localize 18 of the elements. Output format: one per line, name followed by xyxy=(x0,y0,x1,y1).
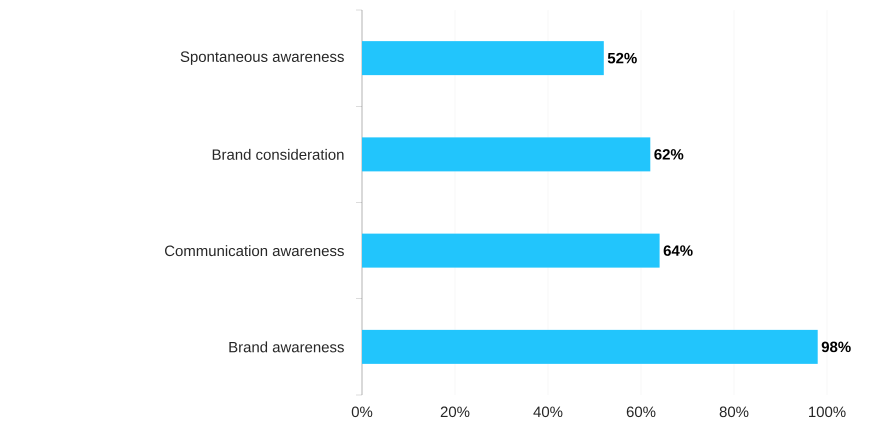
bar xyxy=(362,234,660,268)
bar xyxy=(362,137,650,172)
bar xyxy=(362,330,818,364)
y-tick-label: Brand awareness xyxy=(229,341,344,352)
data-label: 62% xyxy=(654,149,684,160)
x-tick-label: 20% xyxy=(440,406,470,418)
x-tick-label: 40% xyxy=(533,406,562,418)
x-tick-label: 60% xyxy=(626,406,656,418)
data-label: 64% xyxy=(664,245,693,256)
data-label: 98% xyxy=(822,342,851,352)
y-tick-label: Communication awareness xyxy=(165,245,344,256)
x-tick-label: 100% xyxy=(809,406,846,418)
data-label: 52% xyxy=(608,52,637,64)
bar xyxy=(362,41,604,76)
x-tick-label: 0% xyxy=(352,406,372,418)
y-tick-label: Spontaneous awareness xyxy=(180,51,344,65)
x-tick-label: 80% xyxy=(720,406,748,418)
y-tick-label: Brand consideration xyxy=(212,148,344,160)
